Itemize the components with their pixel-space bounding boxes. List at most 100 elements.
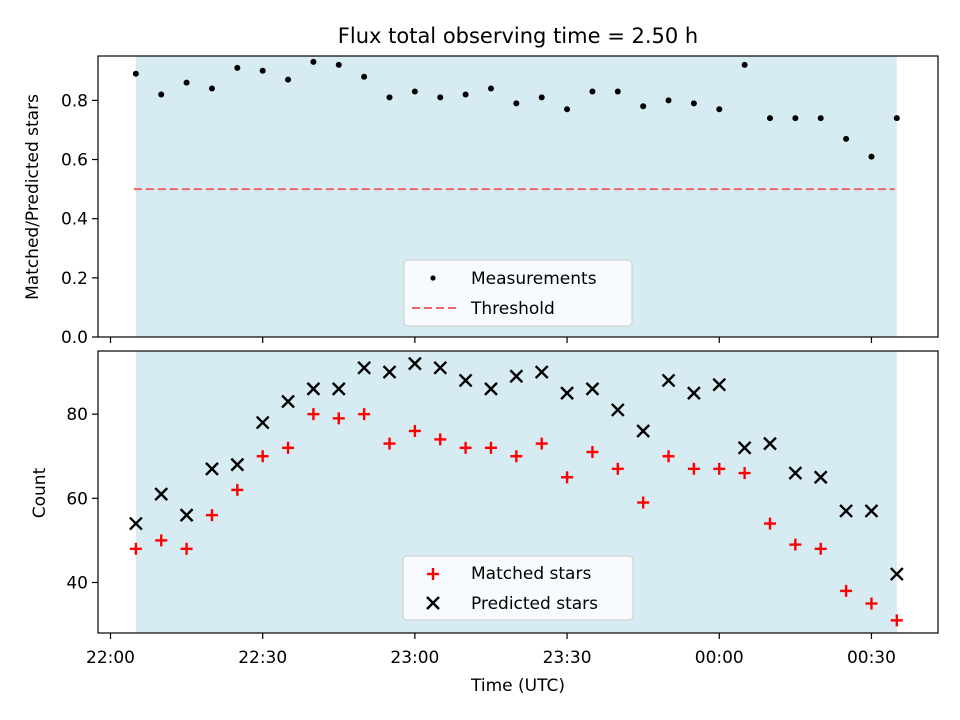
matched-star-point	[637, 496, 650, 509]
matched-star-point	[713, 462, 726, 475]
chart-title: Flux total observing time = 2.50 h	[338, 24, 698, 48]
matched-star-point	[434, 433, 447, 446]
ratio-panel-frame	[97, 55, 939, 338]
predicted-star-point	[281, 394, 295, 409]
measurement-points	[132, 58, 900, 160]
ratio-panel: 0.00.20.40.60.8 Matched/Predicted stars …	[23, 55, 939, 348]
matched-star-point	[865, 597, 878, 610]
predicted-star-point	[179, 508, 194, 522]
measurement-point	[132, 70, 139, 77]
matched-star-point	[332, 412, 345, 425]
measurement-point	[259, 67, 266, 74]
predicted-star-point	[889, 567, 904, 581]
matched-star-point	[611, 462, 624, 475]
measurement-point	[361, 73, 368, 80]
matched-star-point	[180, 542, 193, 555]
measurement-point	[792, 115, 799, 122]
predicted-star-point	[129, 516, 143, 531]
matched-star-point	[763, 517, 776, 530]
measurement-point	[564, 106, 571, 113]
predicted-star-point	[306, 382, 321, 396]
measurement-point	[766, 115, 773, 122]
measurement-point	[716, 106, 723, 113]
matched-star-point	[738, 467, 751, 480]
time-x-ticks: 22:00 22:30 23:00 23:30 00:00 00:30	[86, 633, 896, 668]
measurement-point	[843, 135, 850, 142]
measurement-point	[741, 61, 748, 68]
ratio-legend: Measurements Threshold	[403, 259, 633, 327]
predicted-star-point	[205, 462, 219, 476]
legend-measurement-marker	[430, 275, 436, 281]
time-x-tick-label: 00:30	[847, 648, 896, 668]
measurement-point	[538, 94, 545, 101]
ratio-y-tick-label: 0.4	[61, 210, 88, 230]
count-legend-box	[402, 555, 634, 621]
measurement-point	[411, 88, 418, 95]
count-y-label: Count	[30, 467, 50, 518]
measurement-point	[893, 115, 900, 122]
count-y-tick-label: 40	[66, 573, 88, 593]
matched-star-point	[155, 534, 168, 547]
matched-star-point	[256, 450, 269, 463]
count-panel-frame	[97, 350, 939, 634]
legend-matched-stars: Matched stars	[471, 564, 591, 584]
matched-star-point	[561, 471, 574, 484]
ratio-legend-box	[403, 259, 633, 327]
measurement-point	[817, 115, 824, 122]
matched-star-point	[890, 614, 903, 627]
ratio-x-ticks	[109, 337, 873, 343]
predicted-star-point	[534, 365, 549, 379]
time-x-tick-label: 23:00	[390, 648, 439, 668]
matched-star-point	[358, 408, 371, 421]
measurement-point	[208, 85, 215, 92]
matched-star-point	[282, 441, 295, 454]
measurement-point	[386, 94, 393, 101]
predicted-star-point	[839, 504, 853, 518]
measurement-point	[513, 100, 520, 107]
time-x-tick-label: 00:00	[695, 648, 744, 668]
matched-star-point	[484, 441, 497, 454]
predicted-star-point	[687, 386, 701, 400]
measurement-point	[614, 88, 621, 95]
matched-star-point	[535, 437, 548, 450]
measurement-point	[665, 97, 672, 104]
legend-predicted-stars: Predicted stars	[471, 594, 598, 614]
ratio-y-label: Matched/Predicted stars	[23, 94, 43, 300]
legend-predicted-marker	[426, 596, 440, 610]
predicted-star-point	[712, 377, 727, 392]
predicted-star-point	[737, 440, 752, 455]
measurement-point	[437, 94, 444, 101]
predicted-star-point	[763, 436, 777, 451]
predicted-star-point	[560, 386, 574, 400]
legend-measurements: Measurements	[471, 269, 597, 289]
predicted-star-point	[610, 403, 625, 417]
predicted-star-points	[129, 356, 904, 581]
predicted-star-point	[255, 415, 270, 430]
predicted-star-point	[331, 382, 346, 396]
time-x-tick-label: 22:30	[238, 648, 287, 668]
predicted-star-point	[509, 369, 524, 384]
ratio-y-tick-label: 0.2	[61, 269, 88, 289]
predicted-star-point	[636, 424, 651, 438]
predicted-star-point	[408, 356, 422, 371]
matched-star-point	[814, 542, 827, 555]
measurement-point	[640, 103, 647, 110]
predicted-star-point	[357, 360, 371, 375]
matched-star-point	[510, 450, 523, 463]
measurement-point	[868, 153, 875, 160]
measurement-point	[183, 79, 190, 86]
predicted-star-point	[788, 466, 803, 480]
legend-matched-marker	[427, 568, 439, 580]
matched-star-point	[586, 446, 599, 459]
matched-star-point	[205, 509, 218, 522]
predicted-star-point	[661, 373, 676, 388]
matched-star-point	[307, 408, 320, 421]
measurement-point	[690, 100, 697, 107]
time-x-tick-label: 22:00	[86, 648, 135, 668]
ratio-y-ticks: 0.0 0.2 0.4 0.6 0.8	[61, 91, 98, 348]
ratio-y-tick-label: 0.0	[61, 328, 88, 348]
measurement-point	[487, 85, 494, 92]
matched-star-point	[129, 542, 142, 555]
count-y-tick-label: 80	[66, 405, 88, 425]
